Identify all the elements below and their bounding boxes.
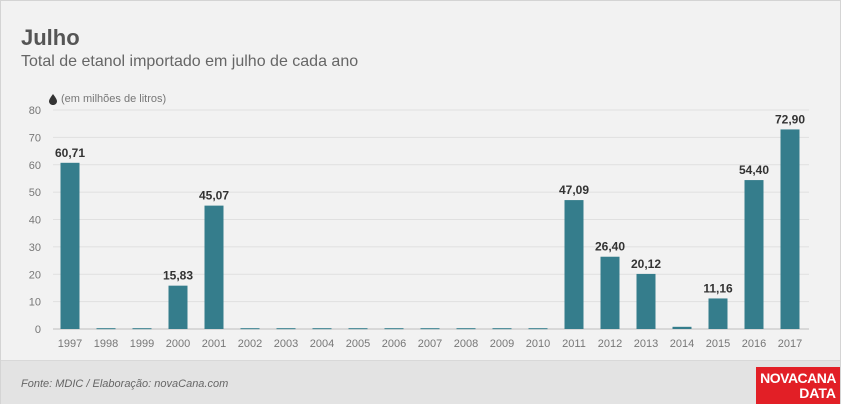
x-tick-label: 2000 bbox=[166, 338, 190, 350]
y-tick-label: 40 bbox=[29, 215, 41, 227]
bar bbox=[492, 328, 512, 330]
bar bbox=[456, 328, 476, 330]
x-tick-label: 2010 bbox=[526, 338, 550, 350]
data-label: 20,12 bbox=[631, 257, 661, 271]
x-tick-label: 2017 bbox=[778, 338, 802, 350]
source-note: Fonte: MDIC / Elaboração: novaCana.com bbox=[21, 378, 229, 390]
bar bbox=[780, 129, 800, 329]
data-label: 47,09 bbox=[559, 183, 589, 197]
y-tick-label: 50 bbox=[29, 187, 41, 199]
bar bbox=[708, 298, 728, 329]
bar bbox=[672, 326, 692, 329]
bar bbox=[60, 162, 80, 329]
y-tick-label: 10 bbox=[29, 297, 41, 309]
x-tick-label: 2004 bbox=[310, 338, 334, 350]
data-label: 72,90 bbox=[775, 112, 805, 126]
bar bbox=[600, 256, 620, 329]
x-tick-label: 2013 bbox=[634, 338, 658, 350]
bar bbox=[348, 328, 368, 330]
x-tick-label: 2005 bbox=[346, 338, 370, 350]
x-tick-label: 1997 bbox=[58, 338, 82, 350]
x-tick-label: 2011 bbox=[562, 338, 586, 350]
bar-chart: 0 10 20 30 40 50 60 70 80 60,71 1997 1998 1999 15,83 2… bbox=[29, 105, 809, 350]
bar bbox=[636, 273, 656, 329]
chart-title: Julho bbox=[21, 25, 80, 50]
x-tick-label: 2009 bbox=[490, 338, 514, 350]
bar bbox=[420, 328, 440, 330]
x-tick-label: 1998 bbox=[94, 338, 118, 350]
data-label: 45,07 bbox=[199, 189, 229, 203]
bar bbox=[240, 328, 260, 330]
bar bbox=[564, 200, 584, 329]
bar bbox=[96, 328, 116, 330]
bar bbox=[312, 328, 332, 330]
x-tick-label: 2014 bbox=[670, 338, 694, 350]
y-tick-label: 80 bbox=[29, 105, 41, 117]
y-tick-label: 0 bbox=[35, 324, 41, 336]
bar bbox=[528, 328, 548, 330]
x-tick-label: 2007 bbox=[418, 338, 442, 350]
x-tick-label: 2012 bbox=[598, 338, 622, 350]
y-tick-label: 20 bbox=[29, 269, 41, 281]
data-label: 54,40 bbox=[739, 163, 769, 177]
x-tick-label: 2003 bbox=[274, 338, 298, 350]
logo-line-2: DATA bbox=[799, 385, 836, 401]
bar bbox=[168, 285, 188, 329]
y-tick-label: 30 bbox=[29, 242, 41, 254]
x-tick-label: 2008 bbox=[454, 338, 478, 350]
x-tick-label: 1999 bbox=[130, 338, 154, 350]
bar bbox=[744, 180, 764, 329]
bar bbox=[384, 328, 404, 330]
data-label: 15,83 bbox=[163, 269, 193, 283]
x-tick-label: 2016 bbox=[742, 338, 766, 350]
x-tick-label: 2002 bbox=[238, 338, 262, 350]
data-label: 11,16 bbox=[703, 281, 733, 295]
bar bbox=[204, 205, 224, 329]
x-tick-label: 2006 bbox=[382, 338, 406, 350]
y-tick-label: 70 bbox=[29, 132, 41, 144]
unit-label: (em milhões de litros) bbox=[49, 93, 166, 105]
x-tick-label: 2001 bbox=[202, 338, 226, 350]
footer: Fonte: MDIC / Elaboração: novaCana.com N… bbox=[1, 360, 840, 404]
bar bbox=[276, 328, 296, 330]
bar bbox=[132, 328, 152, 330]
unit-text: (em milhões de litros) bbox=[61, 93, 167, 105]
y-tick-label: 60 bbox=[29, 160, 41, 172]
chart-subtitle: Total de etanol importado em julho de ca… bbox=[21, 53, 359, 70]
novacana-data-logo: NOVACANA DATA bbox=[756, 367, 840, 404]
data-label: 26,40 bbox=[595, 240, 625, 254]
data-label: 60,71 bbox=[55, 146, 85, 160]
drop-icon bbox=[49, 93, 57, 105]
x-tick-label: 2015 bbox=[706, 338, 730, 350]
logo-line-1: NOVACANA bbox=[760, 370, 836, 386]
